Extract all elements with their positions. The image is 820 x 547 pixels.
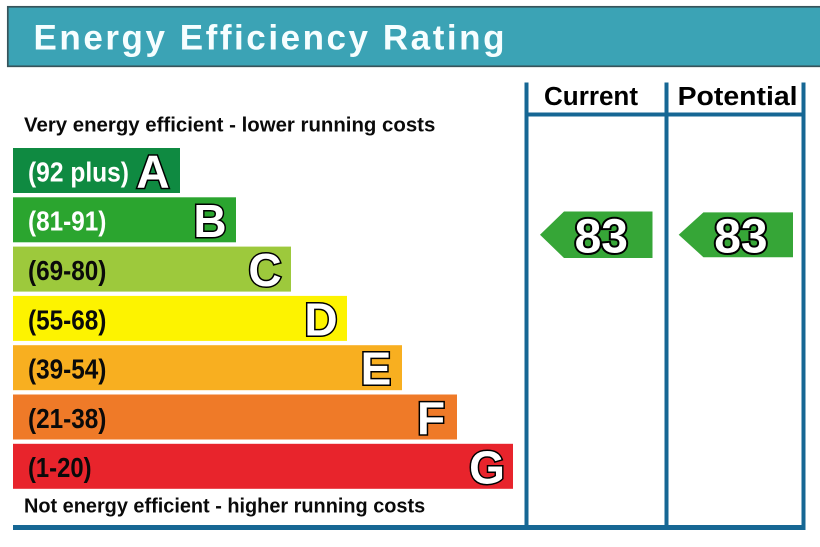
svg-text:F: F: [417, 392, 445, 444]
svg-text:B: B: [193, 195, 226, 247]
svg-text:(1-20): (1-20): [28, 452, 92, 483]
svg-text:Potential: Potential: [678, 83, 798, 111]
svg-text:83: 83: [575, 211, 628, 264]
svg-text:(55-68): (55-68): [28, 304, 106, 335]
svg-text:A: A: [136, 146, 169, 198]
svg-text:Energy Efficiency Rating: Energy Efficiency Rating: [34, 18, 508, 57]
svg-text:(21-38): (21-38): [28, 403, 106, 434]
svg-text:Current: Current: [544, 83, 639, 111]
svg-text:(69-80): (69-80): [28, 255, 106, 286]
svg-text:C: C: [248, 244, 281, 296]
svg-text:E: E: [361, 343, 392, 395]
svg-text:Very energy efficient - lower: Very energy efficient - lower running co…: [24, 115, 435, 137]
svg-text:83: 83: [714, 211, 767, 264]
svg-text:G: G: [469, 441, 505, 493]
svg-text:(92 plus): (92 plus): [28, 156, 129, 187]
svg-text:Not energy efficient - higher: Not energy efficient - higher running co…: [24, 496, 425, 518]
svg-text:(39-54): (39-54): [28, 354, 106, 385]
svg-text:(81-91): (81-91): [28, 206, 106, 237]
svg-text:D: D: [304, 293, 337, 345]
